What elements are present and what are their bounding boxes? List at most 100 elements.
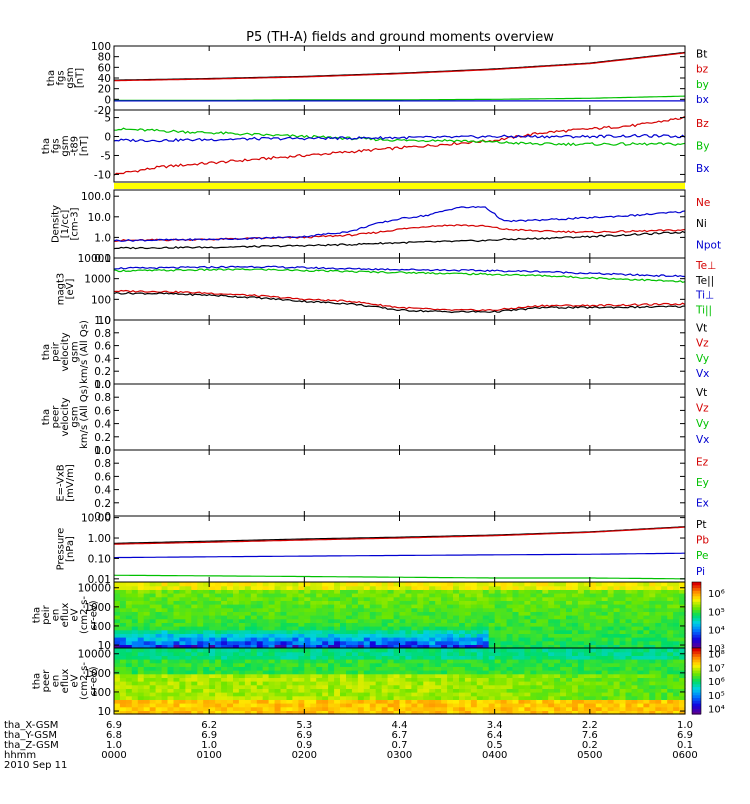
- heatmap-cell: [250, 662, 258, 667]
- heatmap-cell: [357, 710, 365, 715]
- heatmap-cell: [387, 589, 395, 594]
- heatmap-cell: [131, 681, 139, 686]
- heatmap-cell: [244, 593, 252, 598]
- heatmap-cell: [423, 710, 430, 715]
- colorbar-cell: [692, 648, 701, 652]
- heatmap-cell: [185, 703, 192, 708]
- heatmap-cell: [506, 633, 514, 638]
- heatmap-cell: [441, 684, 448, 689]
- heatmap-cell: [435, 648, 442, 653]
- heatmap-cell: [530, 692, 537, 697]
- heatmap-cell: [143, 684, 151, 689]
- heatmap-cell: [494, 600, 502, 605]
- heatmap-cell: [500, 618, 508, 623]
- heatmap-cell: [411, 659, 418, 664]
- series-line-fgs: [113, 52, 686, 82]
- y-axis-label: gsm: [60, 135, 71, 156]
- heatmap-cell: [524, 651, 531, 656]
- heatmap-cell: [607, 615, 615, 620]
- heatmap-cell: [387, 637, 395, 642]
- heatmap-cell: [542, 681, 549, 686]
- heatmap-cell: [221, 688, 228, 693]
- heatmap-cell: [340, 618, 347, 623]
- heatmap-cell: [227, 640, 234, 645]
- heatmap-cell: [673, 659, 680, 664]
- heatmap-cell: [625, 662, 632, 667]
- heatmap-cell: [423, 681, 430, 686]
- heatmap-cell: [114, 637, 121, 642]
- heatmap-cell: [560, 604, 567, 609]
- heatmap-cell: [619, 629, 627, 634]
- heatmap-cell: [589, 710, 597, 715]
- heatmap-cell: [482, 600, 490, 605]
- heatmap-cell: [613, 622, 621, 627]
- heatmap-cell: [435, 629, 442, 634]
- heatmap-cell: [583, 582, 591, 587]
- heatmap-cell: [577, 596, 585, 601]
- heatmap-cell: [566, 710, 573, 715]
- heatmap-cell: [607, 710, 615, 715]
- heatmap-cell: [387, 673, 395, 678]
- heatmap-cell: [375, 688, 383, 693]
- y-tick-label: 10: [98, 315, 111, 327]
- heatmap-cell: [250, 611, 258, 616]
- heatmap-cell: [655, 582, 662, 587]
- heatmap-cell: [613, 648, 621, 653]
- heatmap-cell: [149, 582, 157, 587]
- heatmap-cell: [280, 593, 287, 598]
- heatmap-cell: [601, 589, 609, 594]
- heatmap-cell: [673, 710, 680, 715]
- heatmap-cell: [149, 695, 157, 700]
- colorbar-cell: [692, 601, 701, 605]
- heatmap-cell: [250, 596, 258, 601]
- heatmap-cell: [506, 703, 514, 708]
- heatmap-cell: [262, 585, 270, 590]
- heatmap-cell: [387, 666, 395, 671]
- heatmap-cell: [595, 699, 603, 704]
- heatmap-cell: [572, 644, 579, 649]
- heatmap-cell: [453, 582, 460, 587]
- heatmap-cell: [607, 593, 615, 598]
- heatmap-cell: [256, 582, 264, 587]
- heatmap-cell: [441, 611, 448, 616]
- y-tick-label: 20: [98, 84, 111, 96]
- heatmap-cell: [560, 692, 567, 697]
- heatmap-cell: [464, 710, 472, 715]
- heatmap-cell: [589, 706, 597, 711]
- heatmap-cell: [530, 688, 537, 693]
- heatmap-cell: [637, 618, 644, 623]
- heatmap-cell: [137, 684, 145, 689]
- heatmap-cell: [268, 589, 276, 594]
- heatmap-cell: [577, 582, 585, 587]
- heatmap-cell: [274, 582, 282, 587]
- colorbar-frame: [691, 647, 702, 715]
- legend-entry: Ez: [696, 457, 709, 469]
- heatmap-cell: [447, 604, 454, 609]
- legend-entry: Vz: [696, 403, 709, 415]
- heatmap-cell: [476, 670, 484, 675]
- heatmap-cell: [601, 640, 609, 645]
- heatmap-cell: [470, 629, 478, 634]
- heatmap-cell: [405, 677, 412, 682]
- heatmap-cell: [607, 596, 615, 601]
- heatmap-cell: [369, 670, 377, 675]
- heatmap-cell: [298, 604, 305, 609]
- heatmap-cell: [316, 695, 323, 700]
- heatmap-cell: [387, 692, 395, 697]
- heatmap-cell: [197, 633, 204, 638]
- heatmap-cell: [494, 655, 502, 660]
- heatmap-cell: [328, 633, 335, 638]
- heatmap-cell: [233, 670, 240, 675]
- heatmap-cell: [149, 670, 157, 675]
- heatmap-cell: [286, 670, 293, 675]
- y-axis-label: peir: [51, 341, 62, 361]
- heatmap-cell: [554, 626, 561, 631]
- heatmap-cell: [595, 582, 603, 587]
- heatmap-cell: [649, 596, 656, 601]
- heatmap-cell: [203, 688, 210, 693]
- heatmap-cell: [256, 626, 264, 631]
- series-line-pressure: [113, 526, 686, 545]
- heatmap-cell: [268, 596, 276, 601]
- heatmap-cell: [655, 607, 662, 612]
- heatmap-cell: [536, 637, 543, 642]
